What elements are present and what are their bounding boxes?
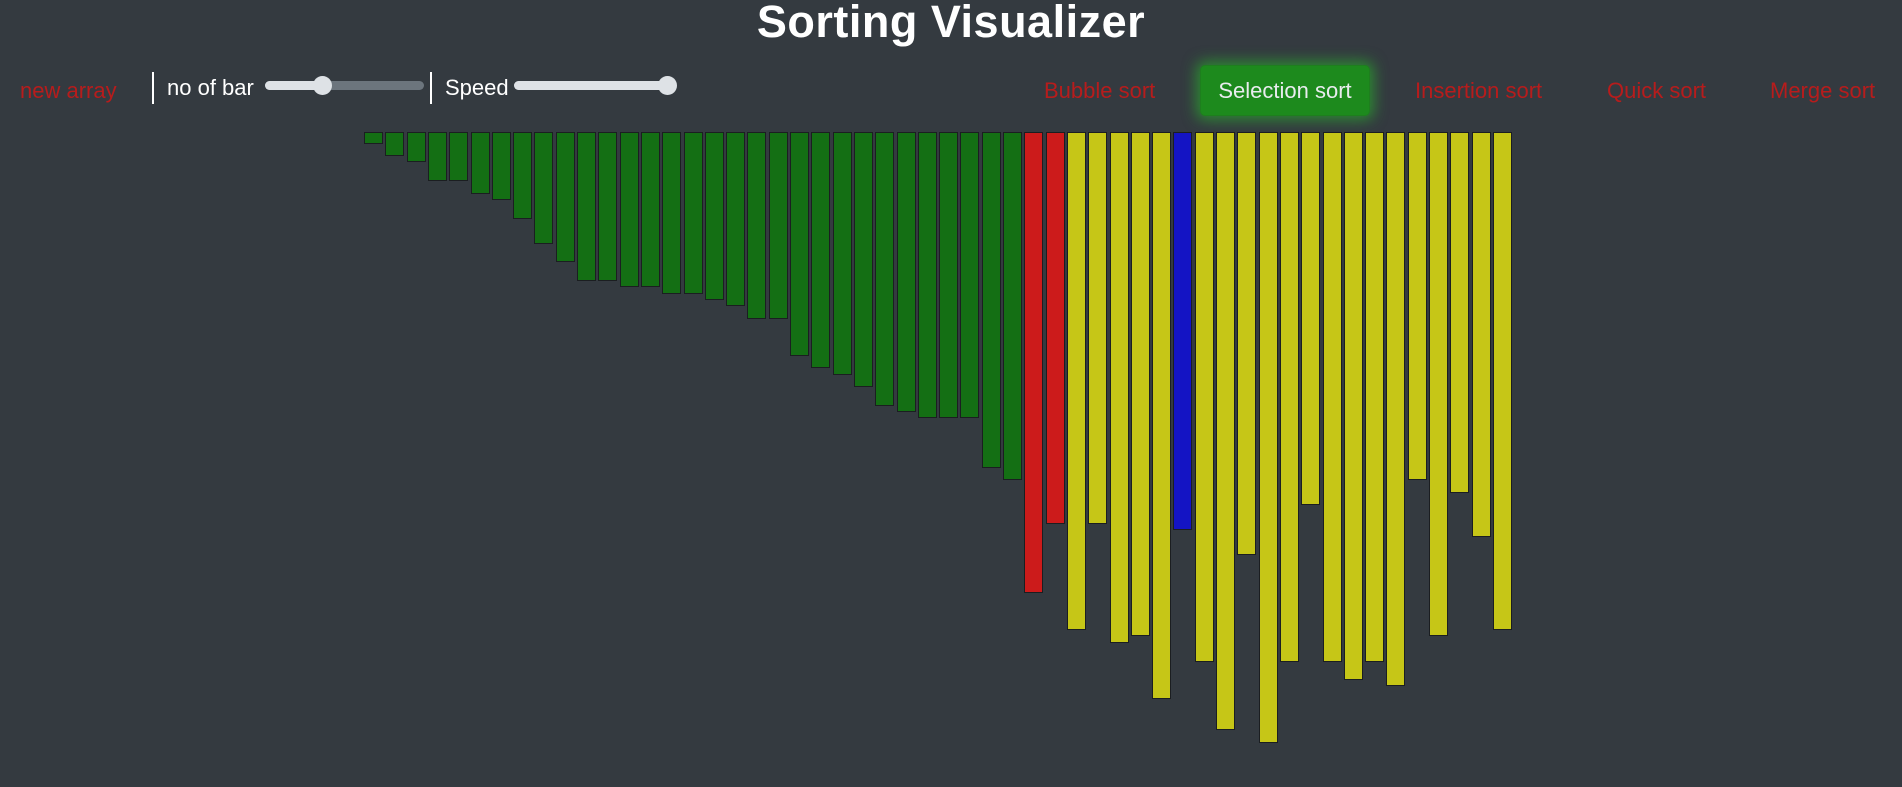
bar — [1344, 132, 1363, 680]
bar — [513, 132, 532, 219]
insertion-sort-link[interactable]: Insertion sort — [1415, 78, 1543, 103]
bar — [1493, 132, 1512, 630]
bar — [769, 132, 788, 319]
selection-sort-button[interactable]: Selection sort — [1200, 65, 1370, 116]
merge-sort-link[interactable]: Merge sort — [1770, 78, 1876, 103]
bar-count-slider-fill — [265, 81, 323, 90]
bar — [428, 132, 447, 181]
divider — [430, 72, 432, 104]
bar — [641, 132, 660, 287]
bubble-sort-link[interactable]: Bubble sort — [1044, 78, 1156, 103]
bar — [1472, 132, 1491, 537]
bar — [662, 132, 681, 294]
bar — [747, 132, 766, 319]
bar — [982, 132, 1001, 468]
bar — [449, 132, 468, 181]
bar-count-slider-thumb[interactable] — [313, 76, 333, 95]
bar — [684, 132, 703, 294]
bar — [726, 132, 745, 306]
speed-slider[interactable] — [514, 76, 677, 95]
bar — [407, 132, 426, 162]
bar-count-label: no of bar — [167, 75, 254, 100]
bar — [598, 132, 617, 281]
bar — [1024, 132, 1043, 593]
divider — [152, 72, 154, 104]
bar — [875, 132, 894, 406]
bar — [1237, 132, 1256, 555]
new-array-link[interactable]: new array — [20, 78, 117, 103]
bar — [556, 132, 575, 262]
bar — [492, 132, 511, 200]
speed-label: Speed — [445, 75, 509, 100]
quick-sort-link[interactable]: Quick sort — [1607, 78, 1707, 103]
page-title: Sorting Visualizer — [756, 0, 1146, 47]
bar — [1408, 132, 1427, 480]
bar — [620, 132, 639, 287]
bar — [705, 132, 724, 300]
bar — [364, 132, 383, 144]
bar — [1110, 132, 1129, 643]
bar — [1088, 132, 1107, 524]
bar — [1152, 132, 1171, 699]
bar — [1195, 132, 1214, 662]
bar — [1301, 132, 1320, 505]
bar — [471, 132, 490, 194]
bar — [1365, 132, 1384, 662]
bar-container — [364, 132, 1514, 752]
bar — [939, 132, 958, 418]
bar — [534, 132, 553, 244]
bar — [1003, 132, 1022, 480]
bar — [1216, 132, 1235, 730]
bar — [1131, 132, 1150, 636]
speed-slider-thumb[interactable] — [657, 76, 677, 95]
bar — [918, 132, 937, 418]
bar — [854, 132, 873, 387]
bar — [1280, 132, 1299, 662]
speed-slider-fill — [514, 81, 667, 90]
bar — [1429, 132, 1448, 636]
bar — [897, 132, 916, 412]
bar — [1386, 132, 1405, 686]
bar-count-slider[interactable] — [265, 76, 424, 95]
bar — [385, 132, 404, 156]
bar — [1067, 132, 1086, 630]
bar — [1173, 132, 1192, 530]
bar — [1046, 132, 1065, 524]
bar — [960, 132, 979, 418]
bar — [1450, 132, 1469, 493]
bar — [577, 132, 596, 281]
navbar: new array no of bar Speed Bubble sort Se… — [0, 58, 1902, 122]
bar — [790, 132, 809, 356]
bar — [1323, 132, 1342, 662]
bar — [811, 132, 830, 368]
bar — [1259, 132, 1278, 743]
bar — [833, 132, 852, 375]
